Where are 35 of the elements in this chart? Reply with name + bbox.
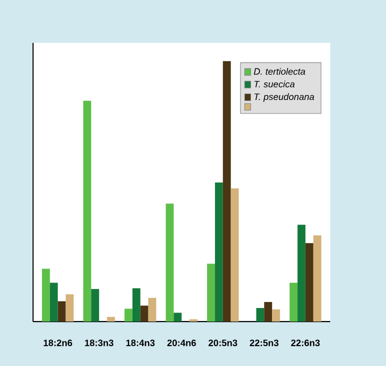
bar: [66, 294, 74, 322]
bar: [132, 288, 140, 322]
bar: [230, 188, 239, 322]
bar: [290, 282, 298, 322]
bar: [124, 308, 132, 322]
bar: [58, 301, 66, 322]
bar: [50, 282, 58, 322]
x-tick-label: 22:6n3: [291, 339, 320, 346]
bar: [42, 268, 50, 322]
bar: [83, 100, 92, 322]
legend-label: T. suecica: [254, 80, 295, 88]
x-tick-label: 18:4n3: [126, 339, 155, 346]
bar: [313, 235, 322, 322]
bar: [107, 316, 115, 322]
bar: [174, 312, 182, 322]
x-tick-label: 20:4n6: [167, 339, 196, 346]
bar: [148, 298, 156, 322]
x-tick-label: 20:5n3: [208, 339, 238, 346]
bar: [256, 308, 264, 322]
x-tick-label: 18:2n6: [44, 339, 72, 346]
x-tick-label: 22:5n3: [250, 339, 278, 346]
bar: [140, 305, 148, 322]
bar: [272, 309, 280, 322]
bar: [91, 288, 100, 322]
bar: [207, 264, 215, 322]
bar: [305, 242, 314, 322]
legend-label: T. pseudonana: [254, 93, 314, 102]
bar: [222, 60, 231, 322]
bar: [166, 203, 174, 322]
bar: [264, 302, 272, 322]
bar: [190, 318, 198, 322]
x-tick-label: 18:3n3: [85, 339, 114, 346]
bar: [214, 182, 223, 322]
bar: [298, 224, 306, 322]
legend-label: D. tertiolecta: [254, 68, 306, 75]
